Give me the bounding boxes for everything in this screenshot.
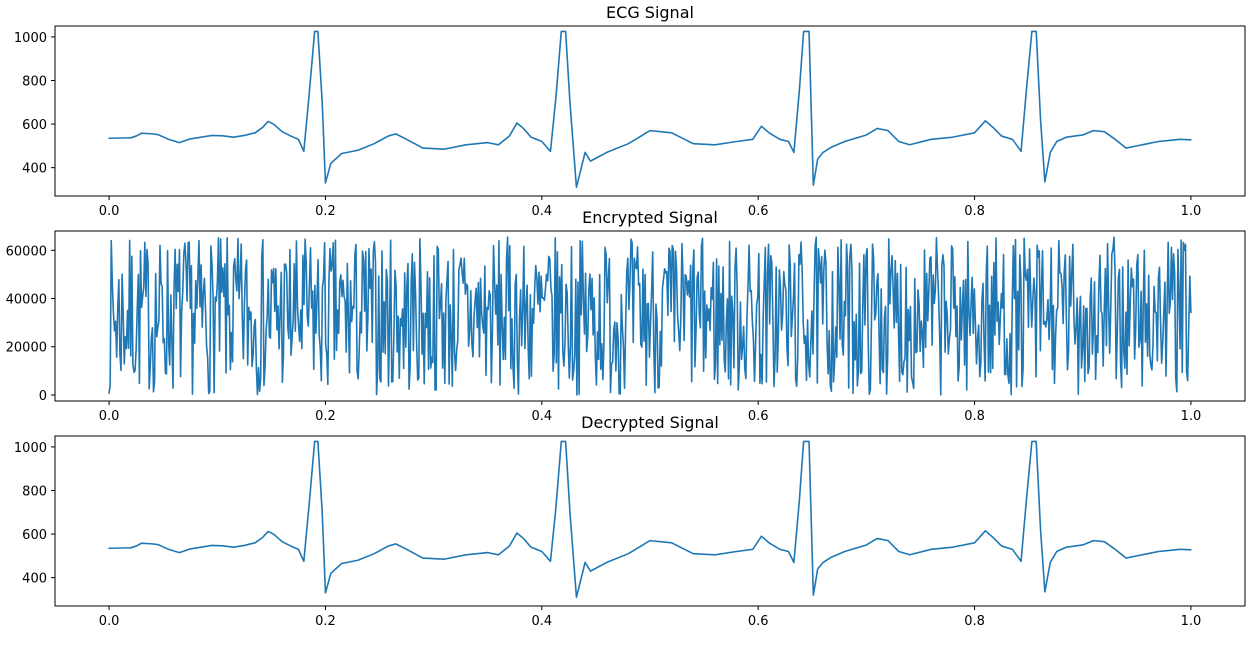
encrypted-signal-panel: 0.0 0.2 0.4 0.6 0.8 1.0 0 20000 40000 60000 Encryp… [6,208,1246,424]
ecg-y-tick-label: 400 [22,162,47,177]
ecg-x-tick-label: 1.0 [1181,204,1202,219]
decrypted-x-tick-label: 0.0 [99,614,120,629]
decrypted-chart-title: Decrypted Signal [581,413,719,432]
ecg-chart-title: ECG Signal [606,3,694,22]
ecg-y-tick-label: 600 [22,118,47,133]
ecg-x-tick-label: 0.0 [99,204,120,219]
ecg-series-line [108,30,1192,189]
ecg-x-tick-label: 0.4 [531,204,552,219]
decrypted-y-tick-label: 800 [22,484,47,499]
ecg-x-tick-label: 0.2 [315,204,336,219]
ecg-x-tick-label: 0.6 [748,204,769,219]
encrypted-y-tick-label: 0 [39,389,47,404]
encrypted-x-tick-label: 0.6 [748,409,769,424]
decrypted-y-tick-label: 400 [22,572,47,587]
encrypted-series-line [108,236,1192,396]
decrypted-series-line [108,440,1192,599]
decrypted-x-tick-label: 0.8 [964,614,985,629]
encrypted-x-tick-label: 0.4 [531,409,552,424]
ecg-y-tick-label: 800 [22,74,47,89]
ecg-signal-panel: 0.0 0.2 0.4 0.6 0.8 1.0 400 600 800 1000 ECG Signa… [14,3,1246,219]
encrypted-y-tick-label: 40000 [6,293,47,308]
decrypted-y-tick-label: 1000 [14,441,47,456]
encrypted-y-tick-label: 60000 [6,244,47,259]
decrypted-axes-frame [54,435,1246,607]
encrypted-x-tick-label: 0.0 [99,409,120,424]
ecg-x-tick-label: 0.8 [964,204,985,219]
ecg-y-tick-label: 1000 [14,31,47,46]
decrypted-x-tick-label: 0.6 [748,614,769,629]
encrypted-x-tick-label: 0.8 [964,409,985,424]
decrypted-signal-panel: 0.0 0.2 0.4 0.6 0.8 1.0 400 600 800 1000 Decrypted… [14,413,1246,629]
encrypted-x-tick-label: 1.0 [1181,409,1202,424]
decrypted-x-tick-label: 0.4 [531,614,552,629]
encrypted-y-tick-label: 20000 [6,341,47,356]
decrypted-x-tick-label: 1.0 [1181,614,1202,629]
ecg-axes-frame [54,25,1246,197]
decrypted-y-tick-label: 600 [22,528,47,543]
decrypted-x-tick-label: 0.2 [315,614,336,629]
encrypted-axes-frame [54,230,1246,402]
encrypted-chart-title: Encrypted Signal [582,208,718,227]
encrypted-x-tick-label: 0.2 [315,409,336,424]
